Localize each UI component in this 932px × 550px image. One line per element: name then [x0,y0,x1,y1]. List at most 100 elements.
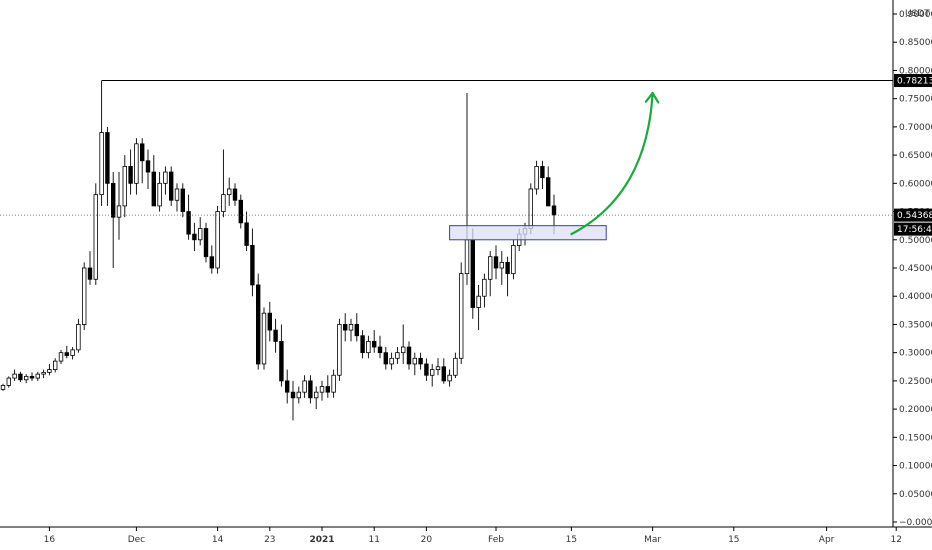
candle-body [105,132,110,184]
time-axis-label: 20 [421,535,433,545]
resistance-price-badge-bg [894,74,932,88]
time-axis-label: Mar [644,535,661,545]
resistance-price-badge: 0.78213 [897,77,932,87]
candle-body [464,239,470,275]
candle-body [163,171,168,184]
candle-body [180,188,185,212]
candle-body [360,335,365,354]
time-axis-label: Apr [819,535,835,545]
candle-body [366,340,371,354]
candle-body [41,372,46,375]
candle-body [261,312,267,365]
candle-body [244,222,249,246]
candle-body [302,380,307,393]
candle-body [418,357,423,365]
current-price-badge: 0.54368 [897,211,932,221]
candle-body [116,205,122,218]
candle-body [400,346,406,354]
price-axis-label: −0.00000 [899,518,932,528]
candle-body [157,182,162,207]
candle-body [6,377,11,386]
time-axis-label: Feb [488,535,504,545]
candle-body [308,380,313,399]
candle-body [499,261,504,269]
time-axis-label: 23 [264,535,275,545]
price-axis-label: 0.90000 [899,10,932,20]
candle-body [93,194,98,280]
candle-body [267,312,272,331]
candle-body [482,278,487,297]
candle-body [58,352,64,362]
projection-arrow-curve [570,91,654,236]
candle-body [99,132,104,196]
candles-group [0,80,557,421]
candle-body [279,340,284,382]
candle-body [383,352,388,365]
time-axis-label: 15 [728,535,739,545]
candle-body [389,357,394,365]
candle-body [23,375,29,381]
candle-body [197,228,203,241]
candle-body [371,340,377,348]
candle-body [186,211,191,235]
candle-body [319,386,325,393]
current-price-badge-bg [894,208,932,222]
candle-body [325,386,330,393]
candle-body [111,182,116,218]
candle-body [209,256,214,269]
time-axis-label: 16 [44,535,56,545]
candle-body [458,273,464,359]
candle-body [0,385,6,390]
candle-body [290,391,296,399]
candle-body [203,228,209,258]
candle-body [296,391,301,399]
currency-label: USDT [905,9,930,19]
candle-body [534,165,539,190]
candle-body [406,346,412,365]
candle-body [354,324,359,337]
time-axis-label: Dec [128,535,145,545]
candle-body [238,199,243,224]
candle-body [70,349,75,356]
time-axis-label: 12 [890,535,901,545]
candle-body [255,284,261,365]
candle-body [551,205,557,216]
candle-body [487,256,493,280]
candle-body [76,324,81,351]
time-axis-label: 14 [212,535,224,545]
candle-body [540,165,545,179]
candle-body [151,171,156,207]
candle-body [331,374,336,393]
candle-body [87,267,93,280]
candle-body [232,188,238,201]
candle-body [395,352,400,359]
countdown-badge: 17:56:49 [897,225,932,235]
time-axis[interactable]: 16 Dec 14 23 2021 11 20 Feb 15 Mar 15 Apr 12 [44,527,902,545]
candle-body [342,324,348,331]
candle-body [35,373,40,379]
candle-body [429,369,435,376]
support-zone [449,225,607,241]
candle-body [174,188,180,201]
candle-body [493,256,499,269]
candle-body [435,366,441,370]
projection-arrow-head [644,91,660,104]
candle-body [82,267,87,325]
countdown-badge-bg [894,222,932,236]
candle-body [250,245,255,286]
candle-body [53,360,58,370]
candle-body [511,245,516,275]
candle-body [441,366,446,382]
candle-body [546,177,551,207]
